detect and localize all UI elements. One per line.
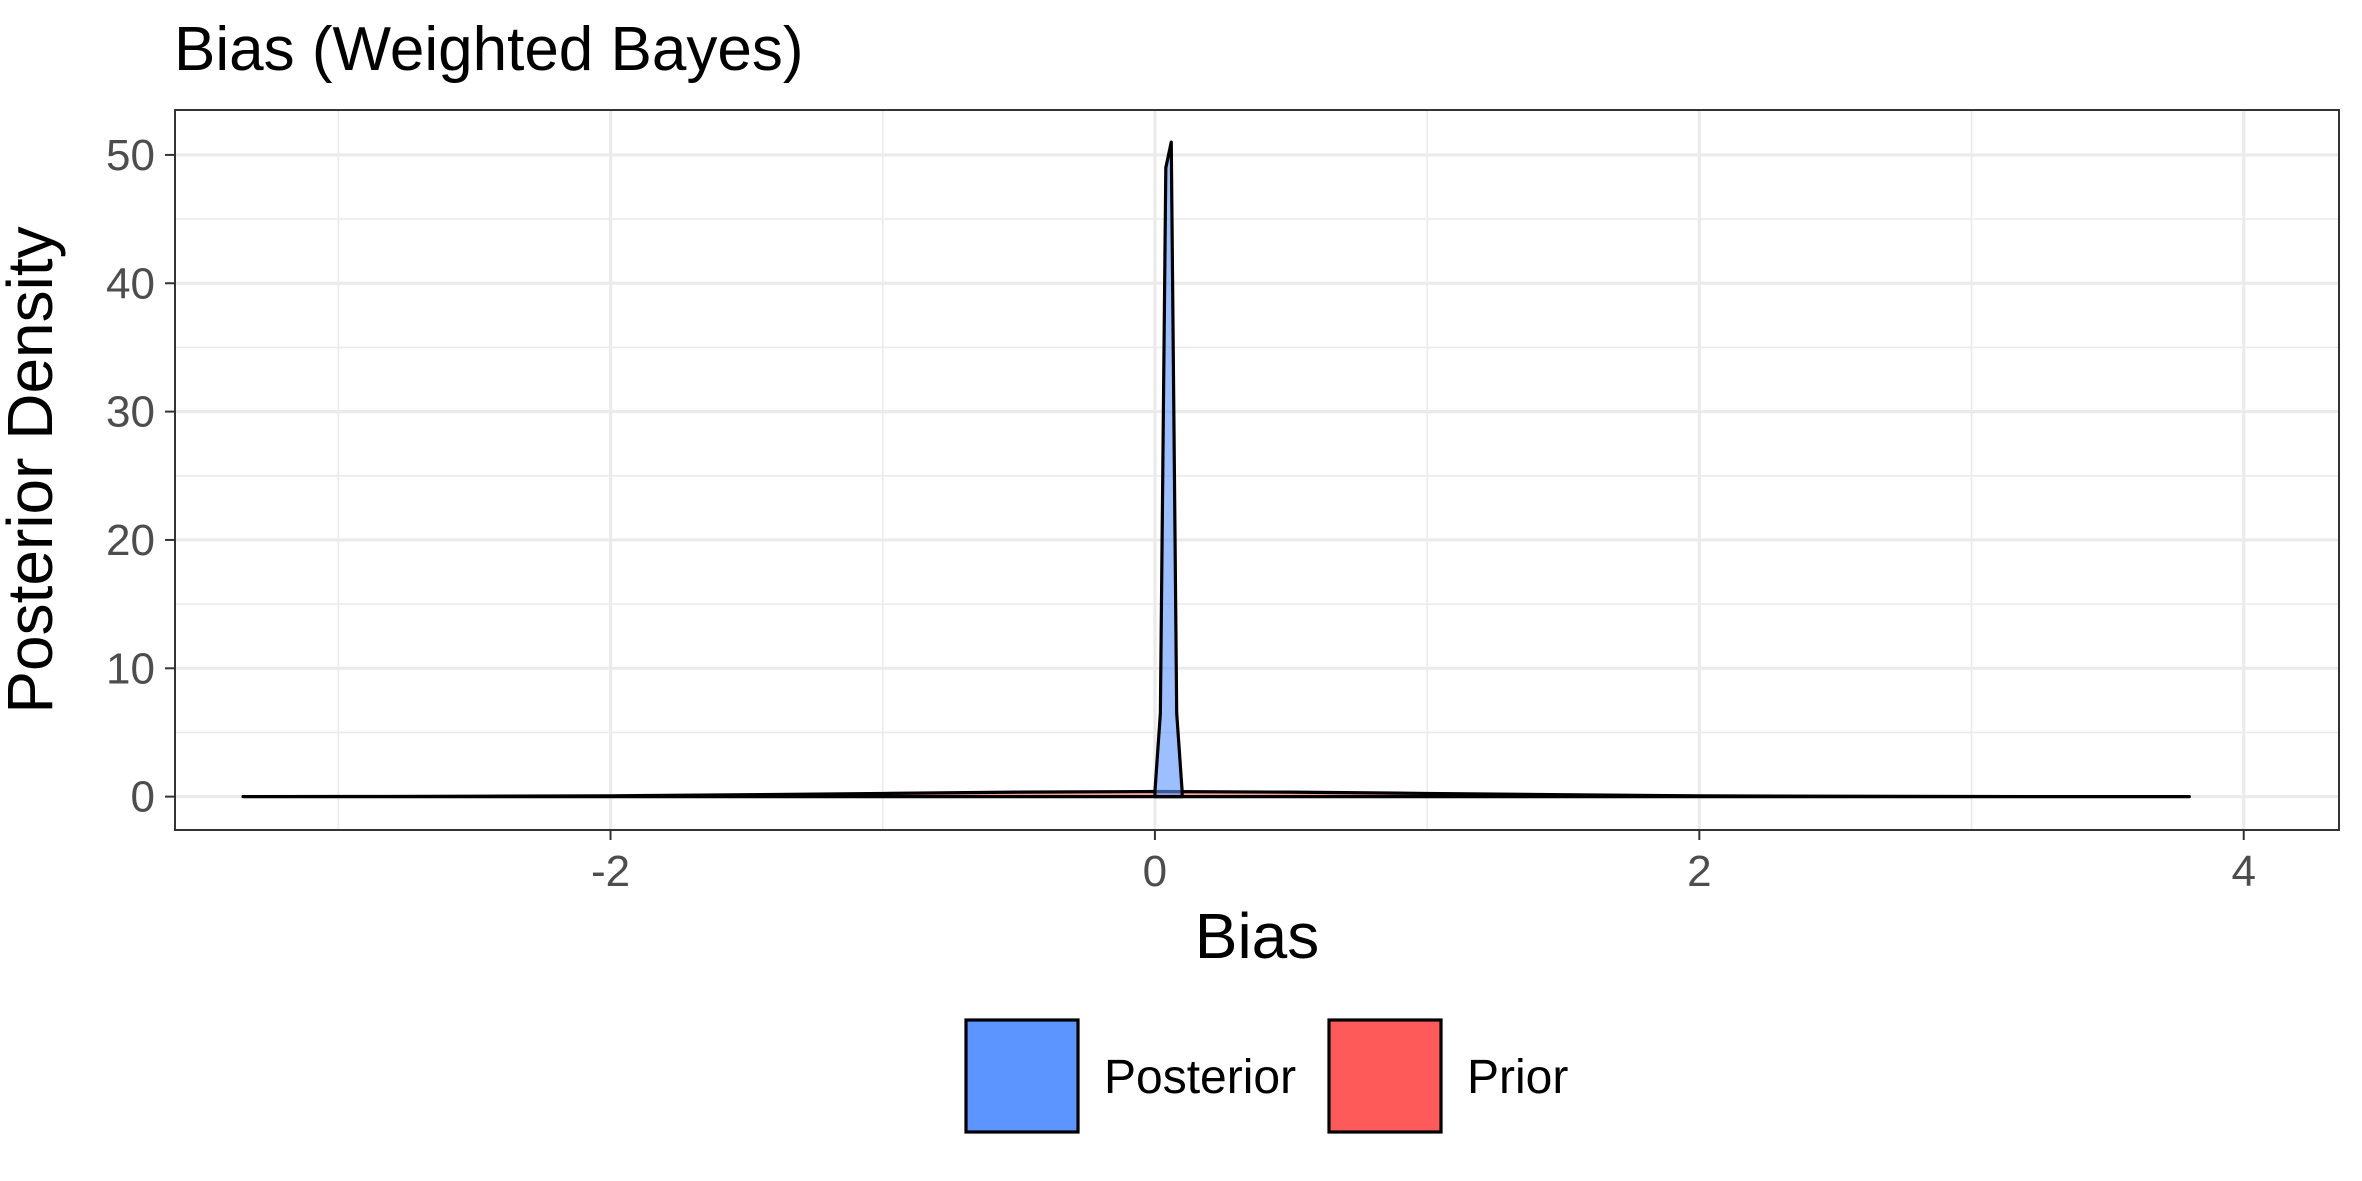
posterior-legend-key	[964, 1018, 1080, 1134]
y-tick-label: 40	[106, 259, 155, 308]
posterior-legend-label: Posterior	[1104, 1051, 1296, 1104]
y-tick-label: 50	[106, 131, 155, 180]
y-tick-label: 20	[106, 516, 155, 565]
y-tick-label: 10	[106, 644, 155, 693]
chart-title: Bias (Weighted Bayes)	[174, 15, 803, 84]
x-tick-label: 0	[1143, 847, 1167, 896]
prior-density-area	[241, 789, 2191, 799]
posterior-density-area	[1153, 140, 1184, 799]
plot-panel	[175, 110, 2339, 830]
y-axis: 0 10 20 30 40 50	[106, 131, 175, 822]
prior-legend-label: Prior	[1467, 1051, 1568, 1104]
x-axis-title: Bias	[1195, 900, 1320, 972]
prior-legend-key	[1327, 1018, 1443, 1134]
x-tick-label: 2	[1687, 847, 1711, 896]
density-areas	[241, 140, 2191, 799]
panel-border	[174, 109, 2340, 831]
y-tick-label: 0	[131, 773, 155, 822]
x-tick-label: 4	[2231, 847, 2255, 896]
x-tick-label: -2	[591, 847, 630, 896]
panel-background	[175, 110, 2339, 830]
x-axis: -2 0 2 4	[591, 830, 2256, 896]
legend: Posterior Prior	[964, 1018, 1568, 1134]
y-tick-label: 30	[106, 388, 155, 437]
y-axis-title: Posterior Density	[0, 226, 66, 713]
